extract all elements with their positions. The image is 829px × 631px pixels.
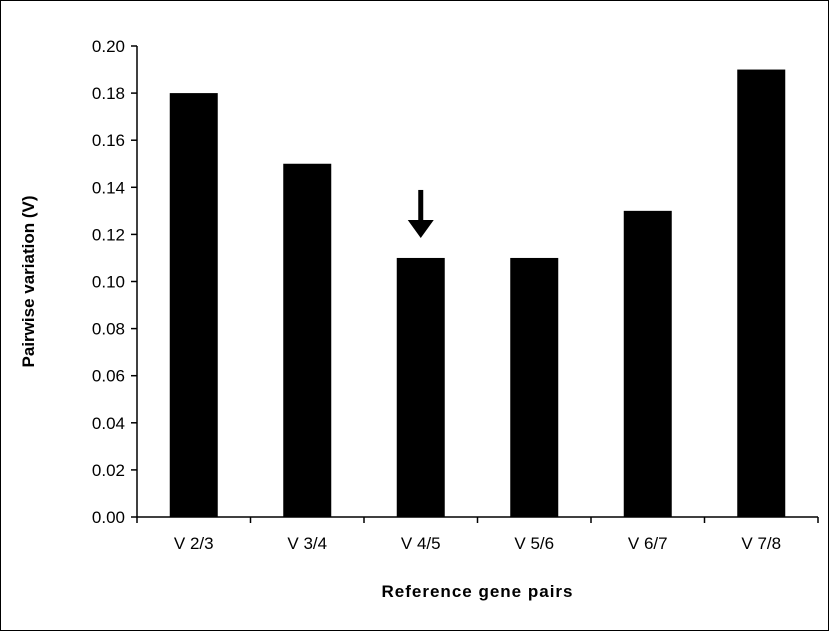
- bar: [396, 257, 445, 517]
- x-tick-label: V 5/6: [514, 534, 554, 553]
- y-tick-label: 0.20: [92, 37, 125, 56]
- y-axis-title: Pairwise variation (V): [19, 196, 38, 368]
- bar: [737, 69, 786, 518]
- y-tick-label: 0.12: [92, 225, 125, 244]
- y-tick-label: 0.18: [92, 84, 125, 103]
- y-tick-label: 0.06: [92, 367, 125, 386]
- y-ticks-group: 0.00 0.02 0.04 0.06 0.08 0.10 0.12 0.14 0.16 0.18…: [92, 37, 137, 527]
- y-tick-label: 0.00: [92, 508, 125, 527]
- bar: [283, 163, 332, 517]
- bar: [623, 210, 672, 517]
- x-axis-title: Reference gene pairs: [382, 582, 574, 601]
- bars-group: [169, 69, 786, 518]
- x-tick-label: V 4/5: [401, 534, 441, 553]
- y-tick-label: 0.08: [92, 320, 125, 339]
- down-arrow-icon: [407, 189, 434, 238]
- y-tick-label: 0.10: [92, 273, 125, 292]
- axes-group: [136, 46, 818, 518]
- x-tick-label: V 7/8: [741, 534, 781, 553]
- bar: [510, 257, 559, 517]
- y-tick-label: 0.04: [92, 414, 125, 433]
- x-ticks-group: V 2/3 V 3/4 V 4/5 V 5/6 V 6/7 V 7/8: [136, 517, 819, 553]
- y-tick-label: 0.16: [92, 131, 125, 150]
- x-tick-label: V 3/4: [287, 534, 327, 553]
- x-tick-label: V 2/3: [174, 534, 214, 553]
- y-tick-label: 0.14: [92, 178, 125, 197]
- x-tick-label: V 6/7: [628, 534, 668, 553]
- bar: [169, 93, 218, 517]
- annotations-group: [407, 189, 434, 238]
- y-tick-label: 0.02: [92, 461, 125, 480]
